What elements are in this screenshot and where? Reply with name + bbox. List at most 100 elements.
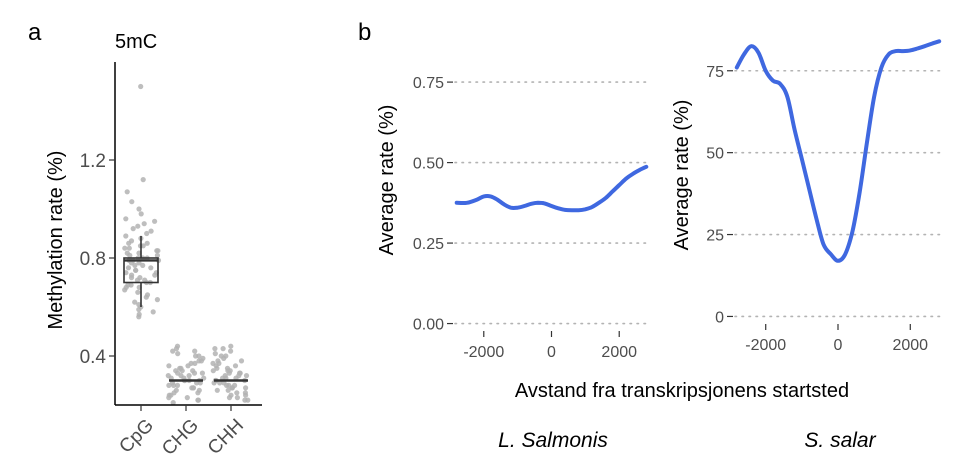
jitter-point-cpg (132, 299, 138, 305)
jitter-point-chh (221, 355, 227, 361)
jitter-point-chh (212, 346, 218, 352)
panel-b-left-subtitle: L. Salmonis (498, 429, 608, 452)
jitter-point-chg (199, 370, 205, 376)
jitter-point-chg (166, 363, 172, 369)
jitter-point-chg (195, 397, 201, 403)
panel-b-left-line-chart: 0.00 0.25 0.50 0.75 -2000 0 2000 Average rate … (376, 75, 649, 452)
jitter-point-chg (196, 353, 202, 359)
jitter-point-cpg (126, 245, 132, 251)
panel-b-left-ytick-label: 0.50 (413, 156, 444, 173)
box-cpg (123, 257, 159, 284)
jitter-point-chg (170, 348, 176, 354)
jitter-point-cpg (123, 233, 129, 239)
jitter-point-chh (220, 346, 226, 352)
jitter-point-chh (243, 392, 249, 398)
jitter-point-chh (228, 348, 234, 354)
panel-a-ytick-label: 1.2 (80, 151, 106, 172)
jitter-point-cpg (143, 294, 149, 300)
jitter-point-cpg (152, 272, 158, 278)
jitter-point-chg (184, 395, 190, 401)
jitter-point-chg (192, 348, 198, 354)
panel-a-axes: 0.4 0.8 1.2 CpG CHG CHH (80, 62, 262, 460)
jitter-point-cpg (152, 218, 158, 224)
panel-b-right-ytick-label: 50 (706, 146, 724, 163)
panel-b-right-ytick-label: 0 (715, 309, 724, 326)
jitter-point-cpg (135, 223, 141, 229)
jitter-point-chh (224, 382, 230, 388)
jitter-point-cpg (154, 252, 160, 259)
panel-b-right-line-chart: 0 25 50 75 -2000 0 2000 Average rate (%) S. sa… (671, 39, 942, 452)
panel-a-xtick-label: CHG (158, 415, 203, 460)
panel-b-left-axes: 0.00 0.25 0.50 0.75 -2000 0 2000 (413, 75, 637, 361)
jitter-point-cpg (122, 245, 128, 251)
panel-b-left-xtick-label: -2000 (463, 344, 504, 361)
panel-b-left-ytick-label: 0.75 (413, 75, 444, 92)
jitter-point-chh (210, 368, 216, 374)
jitter-point-cpg (138, 83, 144, 90)
panel-b-letter: b (358, 19, 371, 46)
jitter-point-chh (238, 358, 245, 364)
jitter-point-cpg (128, 275, 135, 281)
panel-b-right-axes: 0 25 50 75 -2000 0 2000 (706, 64, 928, 354)
panel-b-right-xtick-label: 0 (834, 337, 843, 354)
jitter-point-chg (185, 363, 191, 369)
jitter-point-chh (234, 395, 240, 401)
jitter-point-cpg (134, 277, 141, 283)
jitter-point-chg (186, 373, 192, 379)
panel-b-right-ytick-label: 25 (706, 228, 724, 245)
jitter-point-cpg (136, 314, 142, 320)
jitter-point-cpg (136, 306, 142, 313)
jitter-point-cpg (141, 221, 147, 227)
jitter-point-cpg (122, 287, 128, 293)
jitter-point-chg (189, 385, 195, 391)
jitter-point-chh (242, 397, 248, 403)
jitter-point-chh (225, 387, 231, 393)
jitter-point-chg (191, 370, 198, 376)
jitter-point-cpg (144, 230, 150, 237)
panel-b-left-grid (454, 81, 649, 325)
panel-a-ytick-label: 0.4 (80, 347, 107, 368)
jitter-point-chg (195, 390, 201, 396)
panel-b-right-xtick-label: -2000 (745, 337, 786, 354)
jitter-point-cpg (127, 252, 133, 259)
jitter-point-chg (174, 382, 181, 388)
panel-a-subtitle: 5mC (115, 31, 157, 53)
jitter-point-cpg (123, 216, 129, 222)
jitter-point-cpg (132, 262, 138, 268)
jitter-point-cpg (144, 240, 150, 246)
panel-b-right-xtick-label: 2000 (892, 337, 928, 354)
panel-a-xtick-label: CHH (204, 415, 248, 459)
jitter-point-chg (196, 358, 202, 364)
jitter-point-chh (243, 373, 250, 379)
jitter-point-cpg (140, 177, 146, 183)
jitter-point-cpg (125, 265, 132, 271)
jitter-point-cpg (140, 262, 146, 268)
panel-b-right-grid (734, 69, 942, 318)
panel-b-left-xtick-label: 2000 (601, 344, 637, 361)
jitter-point-cpg (128, 282, 134, 288)
jitter-point-chg (171, 382, 177, 388)
jitter-point-cpg (155, 248, 161, 254)
jitter-point-chg (179, 368, 185, 374)
panel-b-left-xtick-label: 0 (547, 344, 556, 361)
jitter-point-cpg (126, 240, 132, 246)
jitter-point-cpg (148, 228, 154, 234)
jitter-point-chh (229, 385, 235, 391)
jitter-point-chg (170, 400, 176, 406)
panel-a-ytick-label: 0.8 (80, 249, 106, 270)
jitter-point-cpg (135, 289, 141, 295)
panel-a-xtick-label: CpG (115, 415, 157, 457)
jitter-point-chg (166, 395, 172, 401)
jitter-point-cpg (124, 189, 130, 195)
jitter-point-chh (226, 370, 232, 376)
panel-b-right-ylabel: Average rate (%) (671, 100, 693, 251)
panel-a-boxplot: 0.4 0.8 1.2 CpG CHG CHH Methylation rate (%) (45, 62, 262, 460)
jitter-point-chh (228, 343, 234, 349)
jitter-point-chh (232, 363, 239, 369)
panel-b-left-series-line (454, 164, 649, 213)
jitter-point-chh (212, 351, 218, 357)
panel-a-ylabel: Methylation rate (%) (45, 151, 67, 330)
jitter-point-cpg (136, 206, 142, 212)
panel-a-points (122, 83, 251, 406)
